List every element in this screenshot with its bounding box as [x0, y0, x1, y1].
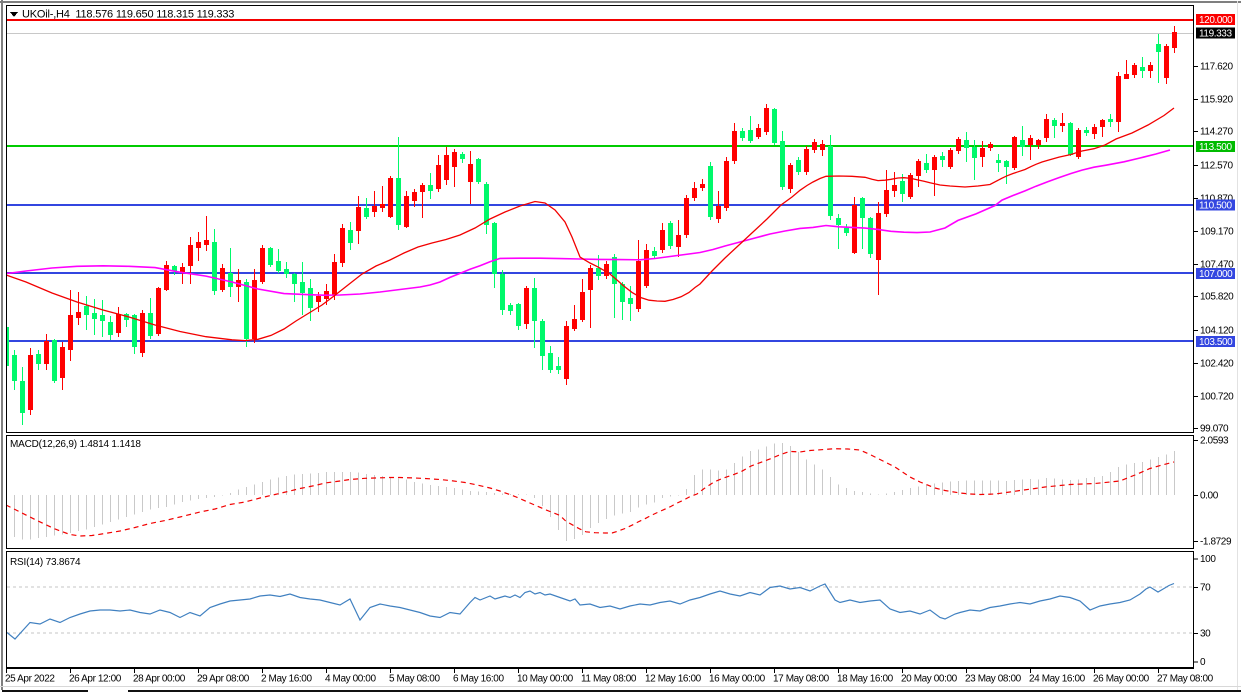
svg-text:105.820: 105.820 — [1200, 292, 1234, 303]
svg-text:70: 70 — [1200, 583, 1211, 594]
svg-text:28 Apr 00:00: 28 Apr 00:00 — [133, 674, 186, 685]
svg-text:109.170: 109.170 — [1200, 227, 1234, 238]
svg-text:12 May 16:00: 12 May 16:00 — [645, 674, 702, 685]
svg-text:99.070: 99.070 — [1200, 424, 1229, 435]
svg-text:0.00: 0.00 — [1200, 491, 1219, 502]
svg-text:117.620: 117.620 — [1200, 62, 1233, 73]
svg-text:RSI(14) 73.8674: RSI(14) 73.8674 — [10, 557, 81, 568]
svg-text:20 May 00:00: 20 May 00:00 — [901, 674, 958, 685]
svg-text:100: 100 — [1200, 554, 1216, 565]
svg-text:110.870: 110.870 — [1200, 194, 1233, 205]
svg-text:27 May 08:00: 27 May 08:00 — [1157, 674, 1214, 685]
svg-text:18 May 16:00: 18 May 16:00 — [837, 674, 894, 685]
svg-text:100.720: 100.720 — [1200, 392, 1234, 403]
svg-text:114.270: 114.270 — [1200, 127, 1233, 138]
svg-text:25 Apr 2022: 25 Apr 2022 — [5, 674, 55, 685]
svg-text:4 May 00:00: 4 May 00:00 — [325, 674, 376, 685]
svg-text:110.500: 110.500 — [1199, 201, 1232, 212]
svg-text:23 May 08:00: 23 May 08:00 — [965, 674, 1022, 685]
svg-text:30: 30 — [1200, 629, 1211, 640]
svg-text:115.920: 115.920 — [1200, 95, 1233, 106]
svg-text:112.570: 112.570 — [1200, 161, 1233, 172]
svg-text:UKOil-,H4 118.576 119.650 118: UKOil-,H4 118.576 119.650 118.315 119.33… — [22, 9, 234, 21]
svg-text:2.0593: 2.0593 — [1200, 436, 1229, 447]
svg-text:119.333: 119.333 — [1199, 29, 1232, 40]
svg-text:11 May 08:00: 11 May 08:00 — [581, 674, 637, 685]
svg-text:107.000: 107.000 — [1199, 269, 1233, 280]
svg-text:16 May 00:00: 16 May 00:00 — [709, 674, 766, 685]
svg-text:103.500: 103.500 — [1199, 337, 1233, 348]
svg-text:26 Apr 12:00: 26 Apr 12:00 — [69, 674, 122, 685]
svg-text:120.000: 120.000 — [1199, 15, 1233, 26]
svg-text:MACD(12,26,9) 1.4814 1.1418: MACD(12,26,9) 1.4814 1.1418 — [10, 439, 141, 450]
svg-text:102.420: 102.420 — [1200, 359, 1234, 370]
svg-text:17 May 08:00: 17 May 08:00 — [773, 674, 830, 685]
svg-text:-1.8729: -1.8729 — [1200, 537, 1232, 548]
svg-text:5 May 08:00: 5 May 08:00 — [389, 674, 440, 685]
svg-text:6 May 16:00: 6 May 16:00 — [453, 674, 504, 685]
svg-text:0: 0 — [1200, 657, 1206, 668]
svg-text:24 May 16:00: 24 May 16:00 — [1029, 674, 1086, 685]
svg-text:29 Apr 08:00: 29 Apr 08:00 — [197, 674, 250, 685]
svg-text:2 May 16:00: 2 May 16:00 — [261, 674, 312, 685]
svg-text:113.500: 113.500 — [1199, 142, 1232, 153]
svg-text:104.120: 104.120 — [1200, 326, 1234, 337]
svg-text:10 May 00:00: 10 May 00:00 — [517, 674, 574, 685]
svg-text:107.470: 107.470 — [1200, 260, 1234, 271]
svg-text:26 May 00:00: 26 May 00:00 — [1093, 674, 1150, 685]
